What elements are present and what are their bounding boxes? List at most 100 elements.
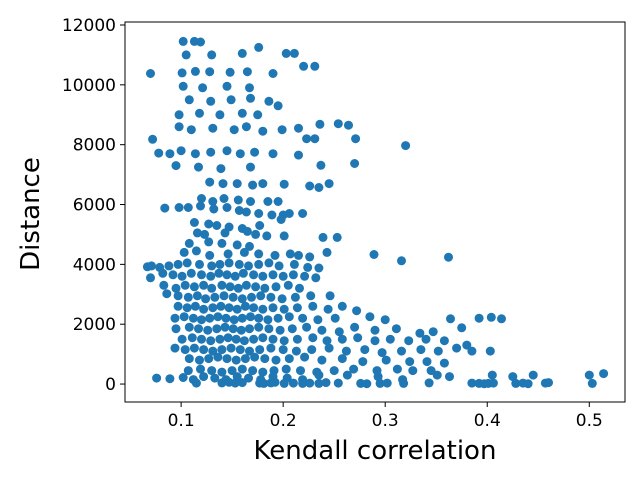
scatter-point: [168, 270, 178, 280]
scatter-point: [182, 258, 192, 268]
scatter-point: [258, 333, 268, 343]
scatter-point: [302, 134, 312, 144]
scatter-point: [268, 69, 278, 78]
scatter-point: [281, 364, 291, 374]
scatter-point: [382, 378, 392, 388]
scatter-point: [206, 271, 216, 281]
scatter-point: [360, 345, 370, 355]
scatter-point: [305, 378, 315, 388]
scatter-point: [217, 280, 227, 290]
scatter-point: [242, 67, 252, 77]
scatter-point: [238, 268, 248, 278]
scatter-point: [179, 312, 189, 322]
scatter-point: [279, 231, 289, 241]
scatter-point: [298, 378, 308, 388]
scatter-point: [300, 271, 310, 281]
scatter-point: [241, 280, 251, 290]
scatter-point: [273, 313, 283, 323]
scatter-point: [199, 345, 209, 355]
scatter-point: [208, 303, 218, 313]
scatter-point: [314, 183, 324, 192]
scatter-point: [307, 345, 317, 355]
scatter-point: [294, 123, 303, 133]
plot-frame: [124, 21, 626, 403]
scatter-point: [268, 270, 278, 280]
scatter-point: [162, 289, 172, 299]
scatter-point: [186, 125, 196, 135]
scatter-point: [174, 110, 184, 120]
scatter-point: [245, 241, 254, 251]
scatter-point: [314, 378, 324, 388]
scatter-point: [215, 334, 225, 344]
scatter-point: [439, 358, 449, 368]
scatter-point: [180, 280, 190, 290]
scatter-point: [208, 197, 218, 206]
scatter-point: [146, 273, 155, 283]
scatter-point: [233, 283, 243, 293]
scatter-point: [508, 372, 518, 382]
scatter-point: [397, 346, 406, 356]
scatter-point: [217, 378, 227, 388]
scatter-point: [223, 249, 233, 259]
scatter-point: [317, 325, 327, 335]
scatter-point: [194, 324, 203, 334]
scatter-point: [289, 259, 299, 269]
scatter-point: [206, 96, 216, 106]
scatter-point: [232, 179, 242, 189]
scatter-point: [288, 378, 298, 388]
scatter-point: [195, 259, 204, 269]
scatter-point: [262, 231, 272, 241]
scatter-point: [246, 93, 255, 103]
scatter-point: [235, 345, 245, 355]
y-tick-label: 10000: [62, 76, 116, 96]
scatter-point: [177, 334, 187, 344]
scatter-point: [284, 209, 294, 218]
scatter-point: [321, 378, 331, 388]
scatter-point: [204, 237, 214, 247]
scatter-point: [226, 343, 236, 353]
scatter-point: [260, 354, 270, 364]
scatter-point: [337, 354, 347, 364]
scatter-point: [159, 280, 169, 290]
scatter-point: [295, 283, 304, 293]
scatter-point: [258, 271, 268, 281]
scatter-point: [277, 125, 287, 135]
scatter-point: [350, 159, 360, 168]
scatter-point: [237, 313, 247, 323]
scatter-point: [165, 374, 175, 384]
scatter-point: [283, 280, 293, 290]
scatter-point: [350, 322, 360, 332]
scatter-point: [206, 147, 216, 157]
scatter-point: [204, 219, 214, 229]
scatter-point: [324, 179, 334, 189]
scatter-point: [234, 206, 244, 215]
scatter-point: [225, 282, 235, 292]
scatter-point: [219, 194, 229, 203]
scatter-point: [353, 333, 363, 343]
scatter-point: [229, 125, 239, 135]
scatter-point: [228, 324, 238, 334]
scatter-point: [217, 367, 227, 377]
scatter-point: [310, 61, 320, 71]
scatter-point: [544, 378, 553, 388]
scatter-point: [178, 373, 188, 382]
scatter-point: [183, 292, 193, 302]
scatter-point: [225, 67, 235, 77]
scatter-point: [487, 370, 497, 380]
scatter-point: [191, 246, 201, 256]
scatter-point: [263, 315, 273, 325]
scatter-point: [152, 373, 162, 383]
scatter-point: [235, 149, 245, 159]
scatter-point: [317, 355, 327, 365]
y-tick-label: 12000: [62, 16, 116, 36]
scatter-point: [279, 179, 289, 189]
scatter-point: [171, 324, 181, 334]
scatter-point: [258, 126, 268, 136]
scatter-point: [148, 134, 158, 144]
scatter-point: [467, 378, 477, 388]
scatter-point: [416, 345, 426, 355]
scatter-point: [173, 291, 183, 301]
scatter-point: [445, 372, 454, 382]
scatter-point: [246, 197, 255, 206]
scatter-point: [285, 249, 295, 259]
